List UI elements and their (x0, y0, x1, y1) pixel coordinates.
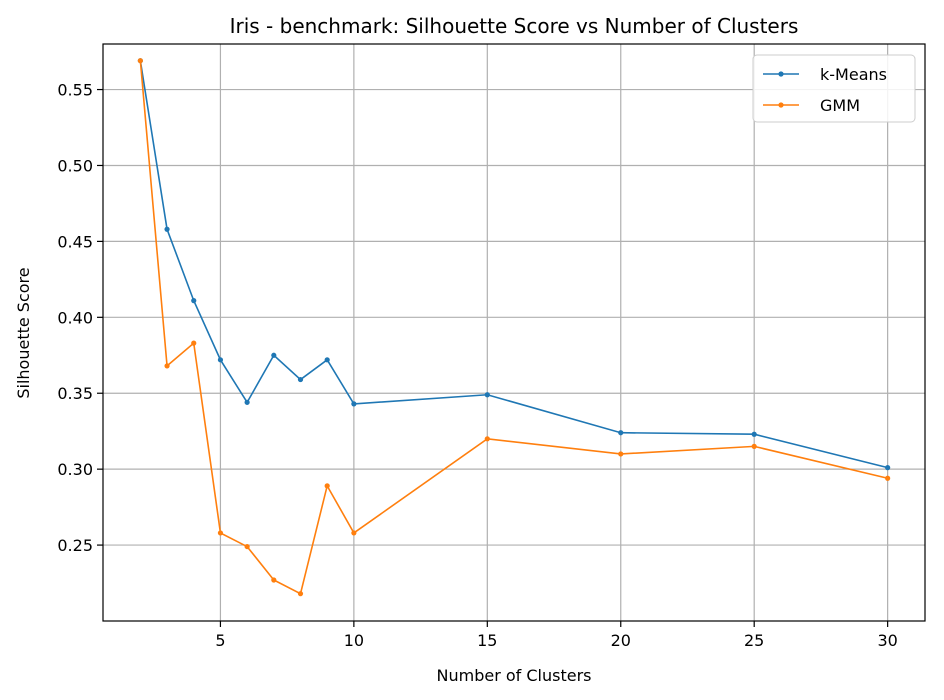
x-tick-label: 10 (344, 631, 364, 650)
legend-item-k-means: k-Means (763, 65, 887, 84)
y-tick-label: 0.40 (57, 308, 93, 327)
data-point-gmm (297, 591, 304, 597)
data-point-gmm (618, 451, 624, 457)
legend-label: GMM (820, 96, 860, 115)
legend-marker (778, 71, 784, 77)
chart-title: Iris - benchmark: Silhouette Score vs Nu… (230, 14, 799, 38)
data-point-k-means (351, 401, 357, 407)
data-point-k-means (217, 357, 224, 363)
data-point-k-means (885, 465, 891, 471)
data-point-gmm (484, 436, 490, 442)
x-tick-label: 30 (877, 631, 897, 650)
y-axis-label: Silhouette Score (14, 267, 33, 398)
grid (103, 44, 925, 621)
data-point-gmm (324, 483, 330, 489)
series-layer (137, 58, 891, 597)
data-point-gmm (885, 475, 891, 481)
data-point-k-means (244, 399, 250, 405)
data-point-k-means (297, 376, 304, 383)
ticks: 5 10 15 20 25 30 0.25 0.30 0.35 0.40 0.45 0.50 0.55 (57, 81, 897, 650)
data-point-k-means (191, 298, 197, 304)
data-point-k-means (751, 431, 757, 437)
x-tick-label: 5 (215, 631, 225, 650)
data-point-k-means (164, 226, 170, 232)
data-point-k-means (271, 352, 277, 358)
data-point-gmm (271, 577, 277, 583)
series-line-gmm (139, 60, 888, 595)
x-tick-label: 15 (477, 631, 497, 650)
data-point-k-means (324, 357, 330, 363)
y-tick-label: 0.35 (57, 384, 93, 403)
data-point-gmm (244, 543, 250, 550)
plot-frame (102, 43, 926, 622)
data-point-gmm (191, 340, 197, 346)
legend-label: k-Means (820, 65, 887, 84)
y-tick-label: 0.45 (57, 232, 93, 251)
y-tick-label: 0.30 (57, 460, 93, 479)
y-tick-label: 0.25 (57, 536, 93, 555)
data-point-gmm (351, 530, 357, 536)
data-point-gmm (164, 363, 170, 369)
data-point-k-means (618, 430, 624, 436)
data-point-gmm (137, 58, 143, 64)
legend: k-Means GMM (752, 54, 916, 123)
legend-marker (778, 102, 784, 108)
y-tick-label: 0.50 (57, 156, 93, 175)
x-tick-label: 25 (744, 631, 764, 650)
x-axis-label: Number of Clusters (437, 666, 592, 685)
data-point-k-means (484, 392, 490, 398)
data-point-gmm (217, 530, 224, 536)
legend-item-gmm: GMM (763, 96, 860, 115)
series-gmm (137, 58, 891, 597)
series-k-means (137, 58, 891, 471)
y-tick-label: 0.55 (57, 81, 93, 100)
x-tick-label: 20 (611, 631, 631, 650)
data-point-gmm (751, 443, 757, 449)
